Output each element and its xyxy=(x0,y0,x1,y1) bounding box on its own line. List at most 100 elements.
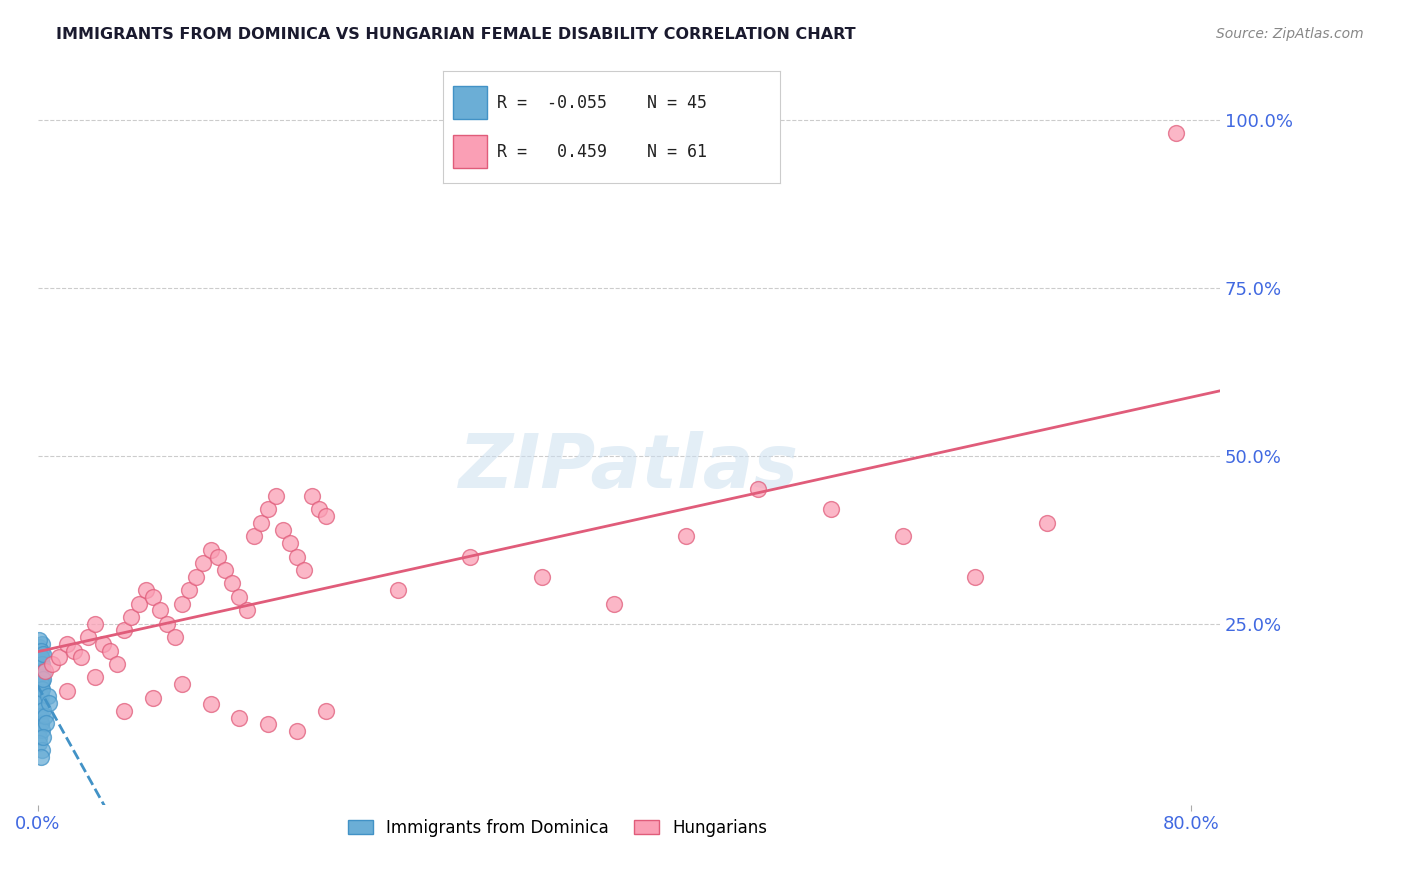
Point xyxy=(28,730,51,744)
Point xyxy=(135,583,157,598)
FancyBboxPatch shape xyxy=(453,135,486,169)
Point xyxy=(149,603,172,617)
Point xyxy=(55,637,77,651)
Point xyxy=(34,709,56,723)
Point xyxy=(77,630,100,644)
Point xyxy=(200,698,222,712)
Point xyxy=(31,743,53,757)
Point xyxy=(28,681,51,695)
Point xyxy=(31,637,53,651)
Point xyxy=(84,616,107,631)
Point xyxy=(31,682,53,697)
Point xyxy=(285,549,308,564)
Point xyxy=(228,590,250,604)
Point xyxy=(38,696,60,710)
Point xyxy=(28,736,51,750)
Point xyxy=(315,704,337,718)
Legend: Immigrants from Dominica, Hungarians: Immigrants from Dominica, Hungarians xyxy=(342,812,775,844)
Point xyxy=(28,633,51,648)
Point xyxy=(105,657,128,671)
Point xyxy=(315,509,337,524)
Point xyxy=(156,616,179,631)
Point xyxy=(30,749,52,764)
Point xyxy=(30,650,52,665)
Point xyxy=(27,647,49,661)
Point xyxy=(30,670,52,684)
Point xyxy=(30,677,52,691)
Point xyxy=(30,716,52,731)
Point xyxy=(32,647,55,661)
Point xyxy=(91,637,114,651)
Point xyxy=(214,563,236,577)
Point xyxy=(285,724,308,739)
Point xyxy=(28,667,51,681)
Text: IMMIGRANTS FROM DOMINICA VS HUNGARIAN FEMALE DISABILITY CORRELATION CHART: IMMIGRANTS FROM DOMINICA VS HUNGARIAN FE… xyxy=(56,27,856,42)
Point xyxy=(41,657,63,671)
Point xyxy=(31,673,53,688)
Point xyxy=(163,630,186,644)
Point xyxy=(30,716,52,731)
Point xyxy=(32,672,55,686)
Point xyxy=(891,529,914,543)
Point xyxy=(257,717,280,731)
Point xyxy=(30,696,52,710)
Point xyxy=(28,640,51,655)
Point xyxy=(32,703,55,717)
Point xyxy=(28,643,51,657)
Point xyxy=(207,549,229,564)
Point xyxy=(278,536,301,550)
Point xyxy=(200,542,222,557)
Point xyxy=(30,643,52,657)
Point xyxy=(186,569,208,583)
Point xyxy=(235,603,257,617)
Point xyxy=(128,597,150,611)
Point xyxy=(35,716,58,731)
Point xyxy=(31,665,53,679)
Text: ZIPatlas: ZIPatlas xyxy=(458,431,799,504)
Point xyxy=(30,675,52,690)
Point xyxy=(675,529,697,543)
Point xyxy=(1166,127,1188,141)
Text: Source: ZipAtlas.com: Source: ZipAtlas.com xyxy=(1216,27,1364,41)
Point xyxy=(37,689,59,703)
Point xyxy=(84,670,107,684)
Point xyxy=(120,610,142,624)
Point xyxy=(98,643,121,657)
Point xyxy=(142,590,165,604)
Point xyxy=(170,597,193,611)
Point xyxy=(30,654,52,668)
Text: R =   0.459    N = 61: R = 0.459 N = 61 xyxy=(496,143,707,161)
Point xyxy=(308,502,330,516)
Point xyxy=(193,556,215,570)
Point xyxy=(1035,516,1057,530)
Point xyxy=(28,696,51,710)
Point xyxy=(301,489,323,503)
Point xyxy=(292,563,315,577)
Point xyxy=(250,516,273,530)
Point xyxy=(387,583,409,598)
Point xyxy=(221,576,243,591)
Point xyxy=(170,677,193,691)
Point xyxy=(820,502,842,516)
Point xyxy=(34,664,56,678)
Point xyxy=(28,687,51,701)
Point xyxy=(264,489,287,503)
Point xyxy=(31,657,53,671)
Point xyxy=(28,709,51,723)
Point xyxy=(271,523,294,537)
Point xyxy=(142,690,165,705)
Point xyxy=(31,723,53,737)
Point xyxy=(243,529,266,543)
Point xyxy=(70,650,93,665)
Point xyxy=(28,660,51,674)
Point xyxy=(747,483,769,497)
Point xyxy=(112,624,135,638)
Point xyxy=(228,711,250,725)
FancyBboxPatch shape xyxy=(453,86,486,120)
Point xyxy=(531,569,554,583)
Point xyxy=(30,709,52,723)
Point xyxy=(55,683,77,698)
Point xyxy=(603,597,626,611)
Point xyxy=(28,664,51,678)
Point xyxy=(28,723,51,737)
